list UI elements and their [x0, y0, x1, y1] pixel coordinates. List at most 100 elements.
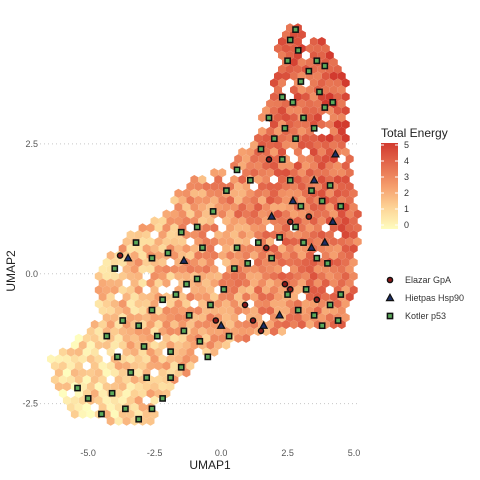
hex-bin	[178, 292, 187, 302]
hex-bin	[301, 271, 310, 281]
hex-bin	[278, 299, 286, 309]
hex-bin	[118, 340, 127, 350]
hex-bin	[190, 326, 199, 336]
data-point-square	[294, 306, 302, 314]
hex-bin	[150, 299, 159, 309]
hex-bin	[186, 292, 195, 302]
hex-bin	[234, 181, 243, 192]
data-point-square	[310, 124, 318, 132]
hex-bin	[78, 368, 87, 378]
hex-bin	[142, 382, 151, 392]
hex-bin	[86, 382, 95, 392]
hex-bin	[262, 202, 270, 212]
hex-bin	[114, 375, 123, 385]
colorbar-title: Total Energy	[381, 126, 448, 140]
data-point-triangle	[288, 195, 298, 205]
hex-bin	[321, 264, 330, 274]
hex-bin	[282, 140, 290, 150]
hex-bin	[266, 237, 274, 247]
hex-bin	[313, 71, 322, 81]
hex-bin	[170, 195, 179, 205]
hex-bin	[293, 299, 302, 309]
hex-bin	[178, 264, 187, 274]
hex-bin	[194, 237, 203, 247]
hex-bin	[218, 250, 227, 261]
hex-bin	[293, 230, 302, 240]
hex-bin	[158, 313, 167, 323]
hex-bin	[102, 313, 111, 323]
hex-bin	[126, 395, 135, 405]
hex-bin	[110, 313, 119, 323]
hex-bin	[305, 140, 314, 150]
hex-bin	[297, 99, 306, 109]
hex-bin	[166, 299, 175, 309]
hex-bin	[110, 326, 119, 336]
hex-bin	[282, 43, 290, 54]
data-point-square	[193, 275, 201, 283]
data-point-square	[177, 363, 185, 371]
hex-bin	[174, 340, 183, 350]
hex-bin	[82, 347, 91, 357]
hex-bin	[130, 402, 139, 412]
hex-bin	[118, 395, 127, 405]
hex-bin	[293, 106, 302, 116]
hex-bin	[166, 340, 175, 350]
hex-bin	[74, 347, 83, 357]
hex-bin	[110, 299, 119, 309]
hex-bin	[178, 319, 187, 330]
hex-bin	[146, 361, 155, 371]
hex-bin	[178, 209, 187, 219]
hex-bin	[98, 361, 107, 371]
hex-bin	[258, 126, 267, 136]
hex-bin	[317, 147, 326, 157]
hex-bin	[138, 264, 147, 274]
hex-bin	[305, 112, 314, 123]
data-point-circle	[305, 213, 313, 220]
hex-bin	[305, 85, 314, 95]
hex-bin	[258, 306, 267, 316]
hex-bin	[313, 140, 322, 150]
hex-bin	[313, 154, 322, 164]
hex-bin	[94, 382, 103, 392]
hex-bin	[293, 188, 302, 198]
data-point-square	[329, 98, 337, 106]
hex-bin	[274, 278, 282, 288]
hex-bin	[258, 181, 267, 192]
hex-bin	[333, 257, 342, 267]
hex-bin	[134, 368, 143, 378]
hex-bin	[162, 306, 171, 316]
data-point-square	[159, 395, 166, 402]
hex-bin	[246, 202, 255, 212]
hex-bin	[158, 354, 167, 364]
hex-bin	[202, 237, 211, 247]
hex-bin	[278, 133, 286, 143]
hex-bin	[266, 140, 274, 150]
hex-bin	[282, 99, 290, 109]
hex-bin	[194, 264, 203, 274]
hex-bin	[305, 195, 314, 205]
hex-bin	[234, 319, 243, 330]
hex-bin	[286, 23, 294, 33]
hex-bin	[174, 299, 183, 309]
hex-bin	[98, 278, 107, 288]
data-point-triangle	[309, 175, 319, 184]
hex-bin	[337, 112, 346, 123]
hex-bin	[313, 99, 322, 109]
hex-bin	[317, 216, 326, 226]
hex-bin	[162, 264, 171, 274]
hex-bin	[337, 71, 346, 81]
hex-bin	[329, 85, 338, 95]
hex-bin	[134, 313, 143, 323]
x-tick-label: 5.0	[348, 448, 361, 458]
hex-bin	[190, 175, 199, 185]
hex-bin	[202, 333, 211, 343]
hex-bin	[341, 133, 350, 143]
data-point-square	[316, 88, 323, 96]
hex-bin	[98, 319, 107, 330]
hex-bin	[313, 112, 322, 123]
hex-bin	[301, 106, 310, 116]
hex-bin	[102, 285, 111, 295]
hex-bin	[242, 264, 251, 274]
hex-bin	[226, 319, 235, 330]
hex-bin	[178, 237, 187, 247]
